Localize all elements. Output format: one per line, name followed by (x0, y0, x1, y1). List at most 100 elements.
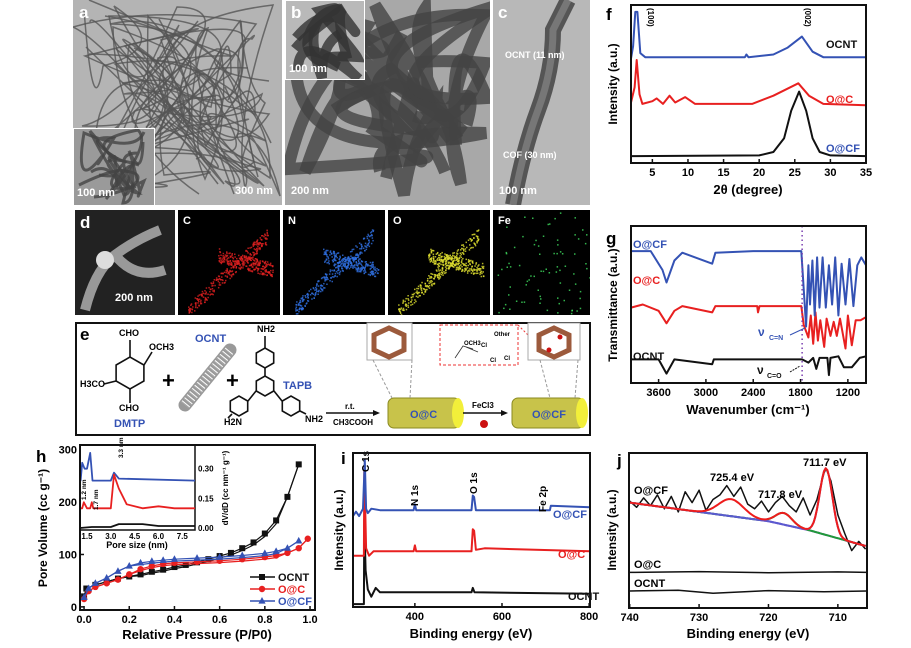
peak-label: Fe 2p (538, 486, 549, 512)
x-tick-label: 25 (789, 167, 801, 179)
panel-letter-h: h (36, 447, 46, 466)
eds-map-fe: Fe (493, 210, 590, 315)
chart-f: f 2θ (degree) Intensity (a.u.) 5 10 15 20 25 30 3… (606, 5, 872, 197)
scale-label: 300 nm (235, 185, 273, 197)
nanotube-texture (291, 3, 364, 79)
arrow-icon (789, 365, 801, 373)
fe-coordination-diagram: Cl Other OCH3 Cl Cl (439, 324, 529, 366)
x-tick-label: 800 (580, 611, 598, 623)
x-tick-label: 15 (717, 167, 729, 179)
tem-image-b: 100 nm 200 nm (285, 0, 490, 205)
o-at-cf-label: O@CF (532, 409, 566, 421)
plot-frame (630, 225, 867, 384)
marker-square (250, 539, 257, 546)
arrow-icon (789, 327, 806, 336)
inset-frame (79, 444, 196, 531)
cof-thickness-label: COF (30 nm) (503, 150, 557, 160)
scale-label: 100 nm (499, 185, 537, 197)
y-axis-label: Pore Volume (cc g⁻¹) (36, 469, 50, 587)
y-axis-label: Intensity (a.u.) (605, 489, 619, 570)
y-tick-label: 100 (59, 549, 77, 561)
series-label: O@C (634, 559, 661, 571)
haadf-image-d: 200 nm (75, 210, 175, 315)
y-axis-label: Intensity (a.u.) (332, 489, 346, 570)
map-label: O (393, 215, 402, 227)
marker-triangle (283, 544, 292, 551)
x-tick-label: 710 (829, 612, 847, 624)
inset-pore-size: 1.5 3.0 4.5 6.0 7.5 0.00 0.15 0.30 Pore size (nm… (79, 437, 230, 550)
marker-triangle (272, 547, 280, 554)
marker-square (259, 574, 265, 580)
peak-energy-label: 725.4 eV (710, 472, 755, 484)
marker-square (239, 545, 246, 552)
tapb-nh2-right: NH2 (305, 414, 323, 424)
series-label: OCNT (634, 578, 665, 590)
inset-x-tick-label: 7.5 (177, 532, 189, 541)
fe-other-label: Other (494, 332, 511, 338)
cof-pore-structure-o-at-c (366, 322, 413, 399)
map-label: N (288, 215, 296, 227)
x-tick-label: 400 (406, 611, 424, 623)
inset-scale-label: 100 nm (77, 187, 115, 199)
chart-j: j Binding energy (eV) Intensity (a.u.) 740 7… (605, 451, 868, 641)
panel-letter-b: b (291, 3, 302, 22)
tem-inset-a: 100 nm (73, 128, 155, 205)
inset-scale-label: 100 nm (289, 63, 327, 75)
x-tick-label: 600 (493, 611, 511, 623)
molecule-bonds (103, 336, 307, 419)
eds-map-c: C (178, 210, 280, 315)
x-tick-label: 1800 (788, 387, 812, 399)
fe-atom-icon (480, 420, 488, 428)
x-tick-label: 0.0 (76, 614, 91, 626)
x-tick-label: 3600 (646, 387, 670, 399)
plot-frame (628, 452, 868, 609)
marker-triangle (114, 567, 122, 574)
series-label: O@CF (633, 239, 667, 251)
marker-square (273, 517, 280, 524)
x-axis-label: Binding energy (eV) (687, 626, 810, 641)
marker-triangle (193, 554, 201, 561)
y-axis-label: Transmittance (a.u.) (606, 248, 620, 361)
inset-x-tick-label: 3.0 (105, 532, 117, 541)
peak-energy-label: 711.7 eV (803, 457, 847, 469)
marker-square (171, 564, 178, 571)
inset-series-o-at-cf (79, 452, 196, 482)
panel-letter-i: i (341, 449, 346, 468)
peak-annotation: (002) (803, 8, 812, 27)
tapb-h2n: H2N (224, 417, 242, 427)
inset-series-o-at-c (80, 473, 195, 510)
legend-label: O@C (278, 584, 305, 596)
scale-label: 200 nm (291, 185, 329, 197)
peak-annotation: (100) (646, 8, 655, 27)
panel-letter-e: e (80, 325, 89, 344)
marker-triangle (80, 593, 88, 601)
marker-triangle (170, 555, 179, 562)
fit-envelope (629, 467, 866, 547)
x-tick-label: 30 (824, 167, 836, 179)
y-tick-label: 200 (59, 497, 77, 509)
marker-circle (295, 544, 302, 552)
marker-triangle (216, 553, 224, 560)
series-line-ocnt (630, 90, 867, 158)
marker-triangle (125, 562, 133, 569)
marker-triangle (148, 557, 156, 564)
series-line-o-at-cf (630, 10, 866, 59)
marker-square (137, 571, 144, 578)
marker-square (261, 530, 268, 537)
scale-label: 200 nm (115, 292, 153, 304)
marker-circle (148, 562, 156, 570)
peak-label: N 1s (410, 484, 421, 506)
marker-square (182, 561, 189, 568)
series-line-o-at-c (630, 59, 867, 107)
marker-triangle (136, 558, 145, 566)
x-axis-label: Binding energy (eV) (410, 626, 533, 641)
dmtp-h3co: H3CO (80, 379, 105, 389)
marker-circle (284, 549, 291, 557)
fe-cl-label: Cl (504, 356, 510, 362)
vibration-subscript: C=O (767, 373, 782, 380)
series-label: O@C (558, 549, 585, 561)
series-label: O@C (633, 275, 660, 287)
series-line-ocnt (353, 518, 591, 606)
series-label: OCNT (826, 39, 857, 51)
scheme-frame (75, 322, 591, 436)
